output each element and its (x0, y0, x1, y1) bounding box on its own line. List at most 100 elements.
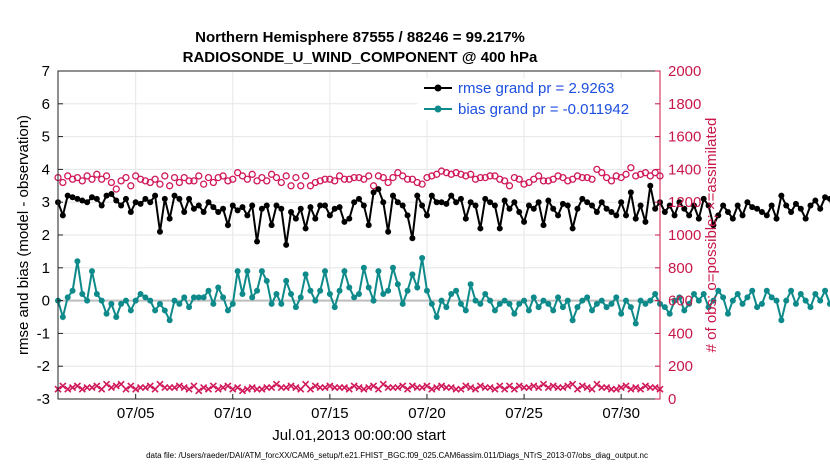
obs-assimilated-marker (365, 383, 373, 392)
rmse-point (176, 195, 183, 202)
rmse-point (550, 205, 557, 212)
rmse-point (642, 218, 649, 225)
rmse-point (555, 212, 562, 219)
rmse-point (812, 197, 819, 204)
bias-point (88, 268, 95, 275)
obs-assimilated-marker (88, 383, 96, 392)
obs-assimilated-marker (132, 385, 140, 393)
bias-point (147, 297, 154, 304)
obs-assimilated-marker (238, 387, 247, 395)
bias-point (419, 254, 426, 261)
rmse-point (487, 199, 494, 206)
bias-point (530, 294, 537, 301)
bias-point (535, 304, 542, 311)
obs-assimilated-marker (578, 382, 586, 390)
obs-assimilated-marker (617, 383, 625, 392)
obs-assimilated-marker (350, 382, 358, 390)
obs-possible-marker (500, 177, 509, 185)
bias-point (618, 310, 625, 317)
obs-possible-marker (602, 173, 611, 182)
obs-possible-marker (486, 172, 494, 180)
obs-possible-marker (122, 173, 130, 182)
bias-point (690, 291, 697, 298)
bias-point (273, 291, 280, 298)
obs-assimilated-marker (505, 382, 514, 390)
obs-possible-marker (335, 172, 344, 180)
bias-point (589, 307, 596, 314)
obs-assimilated-series (54, 380, 664, 395)
legend: rmse grand pr = 2.9263 bias grand pr = -… (417, 78, 655, 120)
obs-assimilated-marker (423, 382, 431, 390)
obs-possible-marker (59, 178, 67, 187)
bias-point (283, 277, 290, 284)
rmse-point (501, 197, 508, 204)
bias-point (385, 287, 392, 294)
bias-point (448, 291, 455, 298)
obs-possible-marker (233, 169, 242, 177)
chart-title-line2: RADIOSONDE_U_WIND_COMPONENT @ 400 hPa (183, 49, 538, 66)
y-tick-label: 1 (42, 260, 50, 277)
obs-assimilated-marker (622, 382, 630, 390)
obs-assimilated-marker (146, 382, 154, 390)
obs-assimilated-marker (408, 382, 416, 390)
rmse-point (360, 202, 367, 209)
obs-assimilated-marker (525, 383, 533, 392)
y-right-tick-label: 0 (668, 391, 676, 408)
rmse-point (122, 195, 129, 202)
rmse-point (715, 212, 722, 219)
bias-point (457, 300, 464, 307)
bias-point (671, 297, 678, 304)
bias-point (74, 258, 81, 265)
bias-point (598, 297, 605, 304)
bias-point (739, 300, 746, 307)
rmse-point (161, 195, 168, 202)
obs-possible-marker (379, 173, 387, 182)
obs-possible-marker (277, 178, 285, 187)
x-tick-label: 07/15 (311, 405, 349, 422)
obs-possible-marker (229, 175, 237, 183)
obs-possible-marker (161, 172, 169, 180)
rmse-point (380, 199, 387, 206)
bias-point (812, 291, 819, 298)
bias-point (754, 304, 761, 311)
rmse-point (331, 205, 338, 212)
bias-point (205, 287, 212, 294)
rmse-point (623, 212, 630, 219)
obs-assimilated-marker (433, 383, 441, 392)
obs-possible-marker (199, 180, 208, 188)
rmse-point (506, 205, 513, 212)
obs-possible-marker (297, 182, 305, 190)
obs-possible-marker (374, 172, 383, 180)
obs-assimilated-marker (59, 382, 67, 390)
obs-possible-marker (272, 173, 281, 182)
y-tick-label: 2 (42, 227, 50, 244)
bias-point (224, 307, 231, 314)
bias-point (263, 277, 270, 284)
bias-point (525, 307, 532, 314)
rmse-point (375, 186, 382, 193)
rmse-point (652, 205, 659, 212)
obs-assimilated-marker (399, 382, 407, 390)
bias-point (268, 300, 275, 307)
x-axis-label: Jul.01,2013 00:00:00 start (272, 427, 446, 444)
rmse-point (210, 204, 217, 211)
rmse-point (59, 212, 66, 219)
rmse-point (744, 199, 751, 206)
obs-assimilated-marker (360, 385, 368, 393)
rmse-point (788, 209, 795, 216)
obs-assimilated-marker (627, 385, 635, 393)
rmse-point (88, 194, 95, 201)
obs-possible-marker (476, 173, 485, 182)
obs-assimilated-marker (175, 382, 183, 390)
obs-possible-marker (311, 178, 319, 187)
rmse-point (579, 195, 586, 202)
x-tick-label: 07/05 (117, 405, 155, 422)
bias-point (792, 300, 799, 307)
bias-point (822, 287, 829, 294)
bias-point (389, 264, 396, 271)
bias-point (559, 304, 566, 311)
obs-assimilated-marker (195, 387, 203, 395)
rmse-point (147, 199, 154, 206)
x-tick-label: 07/10 (214, 405, 252, 422)
